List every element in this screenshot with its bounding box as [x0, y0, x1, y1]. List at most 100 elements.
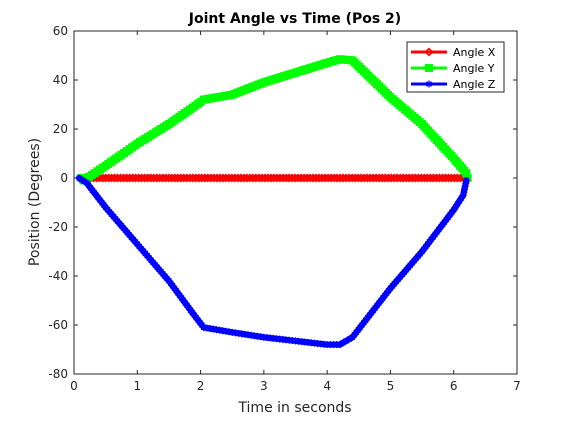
diamond-marker	[197, 173, 207, 183]
y-tick-label: 60	[53, 24, 68, 38]
diamond-marker	[353, 173, 363, 183]
diamond-marker	[125, 173, 135, 183]
diamond-marker	[98, 173, 108, 183]
series-angle-x	[77, 173, 471, 183]
diamond-marker	[341, 173, 351, 183]
legend-item: Angle X	[411, 46, 496, 59]
diamond-marker	[368, 173, 378, 183]
diamond-marker	[185, 173, 195, 183]
diamond-marker	[122, 173, 132, 183]
diamond-marker	[167, 173, 177, 183]
diamond-marker	[293, 173, 303, 183]
diamond-marker	[173, 173, 183, 183]
diamond-marker	[287, 173, 297, 183]
diamond-marker	[290, 173, 300, 183]
diamond-marker	[281, 173, 291, 183]
legend-label: Angle X	[453, 46, 496, 59]
y-tick-label: 20	[53, 122, 68, 136]
diamond-marker	[428, 173, 438, 183]
x-tick-label: 1	[133, 379, 141, 393]
diamond-marker	[425, 173, 435, 183]
diamond-marker	[299, 173, 309, 183]
diamond-marker	[128, 173, 138, 183]
x-tick-label: 0	[70, 379, 78, 393]
diamond-marker	[434, 173, 444, 183]
y-tick-label: -60	[48, 318, 68, 332]
diamond-marker	[371, 173, 381, 183]
diamond-marker	[191, 173, 201, 183]
diamond-marker	[131, 173, 141, 183]
diamond-marker	[374, 173, 384, 183]
diamond-marker	[317, 173, 327, 183]
square-marker	[425, 64, 433, 72]
x-tick-label: 4	[323, 379, 331, 393]
diamond-marker	[221, 173, 231, 183]
diamond-marker	[392, 173, 402, 183]
diamond-marker	[446, 173, 456, 183]
diamond-marker	[161, 173, 171, 183]
diamond-marker	[134, 173, 144, 183]
diamond-marker	[323, 173, 333, 183]
diamond-marker	[407, 173, 417, 183]
diamond-marker	[164, 173, 174, 183]
diamond-marker	[359, 173, 369, 183]
diamond-marker	[380, 173, 390, 183]
diamond-marker	[113, 173, 123, 183]
diamond-marker	[119, 173, 129, 183]
diamond-marker	[437, 173, 447, 183]
diamond-marker	[302, 173, 312, 183]
legend-label: Angle Z	[453, 78, 496, 91]
diamond-marker	[452, 173, 462, 183]
diamond-marker	[344, 173, 354, 183]
diamond-marker	[410, 173, 420, 183]
diamond-marker	[239, 173, 249, 183]
diamond-marker	[284, 173, 294, 183]
diamond-marker	[233, 173, 243, 183]
diamond-marker	[413, 173, 423, 183]
diamond-marker	[260, 173, 270, 183]
diamond-marker	[383, 173, 393, 183]
diamond-marker	[272, 173, 282, 183]
diamond-marker	[356, 173, 366, 183]
diamond-marker	[179, 173, 189, 183]
legend-item: Angle Y	[411, 62, 495, 75]
diamond-marker	[104, 173, 114, 183]
diamond-marker	[275, 173, 285, 183]
diamond-marker	[188, 173, 198, 183]
diamond-marker	[431, 173, 441, 183]
star-marker	[462, 176, 470, 184]
diamond-marker	[227, 173, 237, 183]
diamond-marker	[332, 173, 342, 183]
diamond-marker	[296, 173, 306, 183]
x-tick-label: 3	[260, 379, 268, 393]
diamond-marker	[278, 173, 288, 183]
y-tick-label: 0	[60, 171, 68, 185]
diamond-marker	[224, 173, 234, 183]
diamond-marker	[389, 173, 399, 183]
diamond-marker	[314, 173, 324, 183]
diamond-marker	[203, 173, 213, 183]
axes-box	[73, 30, 518, 375]
diamond-marker	[236, 173, 246, 183]
x-tick-label: 2	[197, 379, 205, 393]
x-tick-label: 6	[450, 379, 458, 393]
diamond-marker	[443, 173, 453, 183]
diamond-marker	[209, 173, 219, 183]
diamond-marker	[377, 173, 387, 183]
diamond-marker	[245, 173, 255, 183]
diamond-marker	[395, 173, 405, 183]
diamond-marker	[194, 173, 204, 183]
diamond-marker	[101, 173, 111, 183]
y-tick-label: 40	[53, 73, 68, 87]
diamond-marker	[401, 173, 411, 183]
diamond-marker	[329, 173, 339, 183]
diamond-marker	[218, 173, 228, 183]
diamond-marker	[257, 173, 267, 183]
diamond-marker	[149, 173, 159, 183]
diamond-marker	[182, 173, 192, 183]
diamond-marker	[155, 173, 165, 183]
diamond-marker	[137, 173, 147, 183]
diamond-marker	[251, 173, 261, 183]
